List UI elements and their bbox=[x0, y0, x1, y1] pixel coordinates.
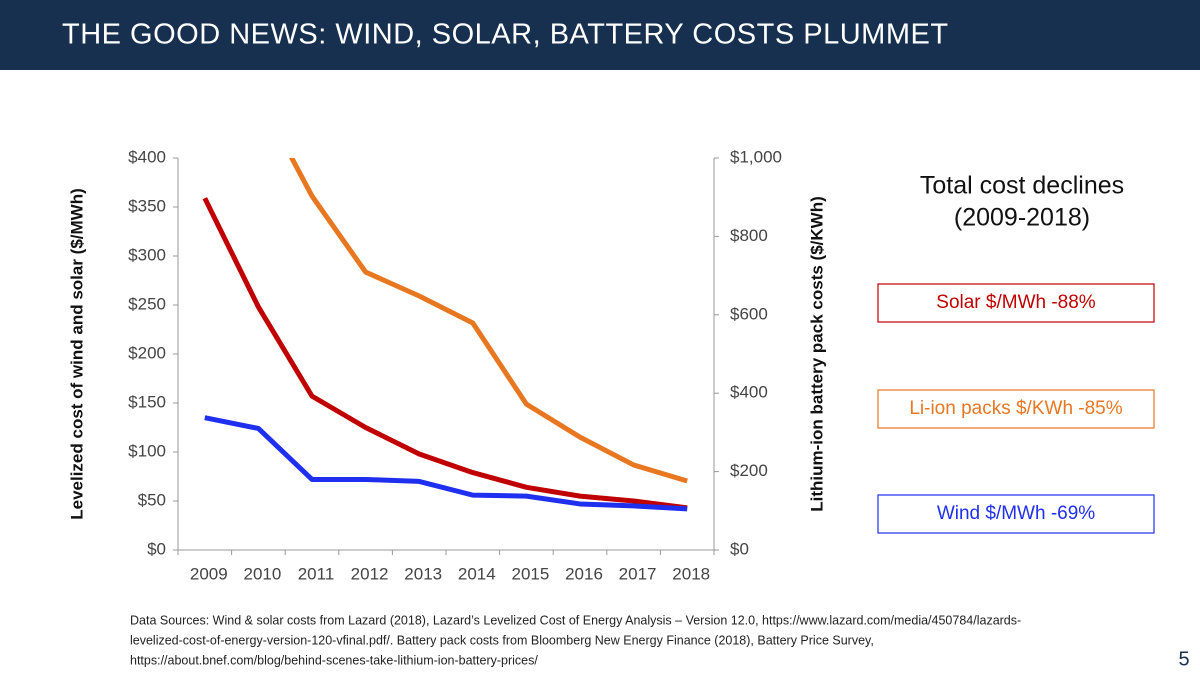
callout-text: Li-ion packs $/KWh -85% bbox=[909, 398, 1122, 419]
callout-box bbox=[877, 494, 1155, 534]
footnote-line: https://about.bnef.com/blog/behind-scene… bbox=[130, 653, 538, 667]
y2-tick-label: $1,000 bbox=[730, 147, 782, 166]
y2-tick-label: $200 bbox=[730, 461, 768, 480]
y-tick-label: $100 bbox=[128, 441, 166, 460]
callout-text: Wind $/MWh -69% bbox=[937, 503, 1095, 524]
y2-axis-title: Lithium-ion battery pack costs ($/KWh) bbox=[807, 196, 826, 511]
y2-tick-label: $600 bbox=[730, 304, 768, 323]
y-tick-label: $200 bbox=[128, 343, 166, 362]
plot-area bbox=[202, 158, 688, 512]
footnote-line: levelized-cost-of-energy-version-120-vfi… bbox=[130, 633, 874, 647]
x-tick-label: 2012 bbox=[351, 564, 389, 583]
series-line bbox=[288, 158, 688, 484]
series-line bbox=[204, 415, 688, 512]
header-bar bbox=[0, 0, 1200, 70]
slide-title: THE GOOD NEWS: WIND, SOLAR, BATTERY COST… bbox=[62, 19, 949, 51]
page-number: 5 bbox=[1178, 648, 1189, 670]
y-tick-label: $0 bbox=[147, 539, 166, 558]
x-tick-label: 2014 bbox=[458, 564, 496, 583]
y-tick-label: $50 bbox=[138, 490, 166, 509]
annotation-title: (2009-2018) bbox=[954, 204, 1090, 232]
y-tick-label: $400 bbox=[128, 147, 166, 166]
x-tick-label: 2010 bbox=[243, 564, 281, 583]
callout-text: Solar $/MWh -88% bbox=[936, 292, 1096, 313]
x-tick-label: 2017 bbox=[619, 564, 657, 583]
y2-tick-label: $0 bbox=[730, 539, 749, 558]
y-tick-label: $150 bbox=[128, 392, 166, 411]
annotation-title: Total cost declines bbox=[920, 172, 1124, 200]
x-tick-label: 2015 bbox=[511, 564, 549, 583]
y-tick-label: $350 bbox=[128, 196, 166, 215]
x-tick-label: 2009 bbox=[190, 564, 228, 583]
y-tick-label: $250 bbox=[128, 294, 166, 313]
x-tick-label: 2018 bbox=[672, 564, 710, 583]
callout-box bbox=[877, 283, 1155, 323]
callout-box bbox=[877, 389, 1155, 429]
footnote-line: Data Sources: Wind & solar costs from La… bbox=[130, 613, 1021, 627]
y-axis-title: Levelized cost of wind and solar ($/MWh) bbox=[67, 188, 86, 520]
x-tick-label: 2013 bbox=[404, 564, 442, 583]
x-tick-label: 2011 bbox=[298, 564, 335, 583]
y2-tick-label: $400 bbox=[730, 383, 768, 402]
x-tick-label: 2016 bbox=[565, 564, 603, 583]
y-tick-label: $300 bbox=[128, 245, 166, 264]
series-line bbox=[202, 197, 688, 511]
y2-tick-label: $800 bbox=[730, 226, 768, 245]
